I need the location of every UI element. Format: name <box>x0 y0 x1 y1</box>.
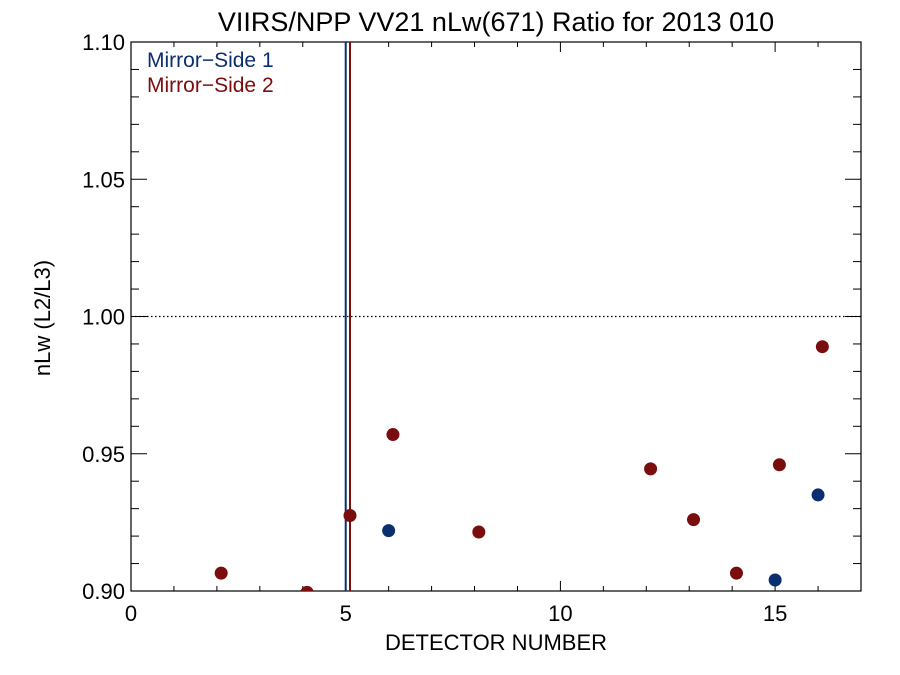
series-2-point <box>386 428 400 442</box>
x-tick-label: 10 <box>548 601 572 626</box>
y-axis-label: nLw (L2/L3) <box>30 260 55 376</box>
x-axis-label: DETECTOR NUMBER <box>385 630 607 655</box>
series-1-point <box>382 524 396 538</box>
legend-entry-2: Mirror−Side 2 <box>147 74 274 97</box>
series-1-point <box>811 488 825 502</box>
series-1-point <box>768 573 782 587</box>
x-tick-label: 5 <box>340 601 352 626</box>
y-tick-label: 1.00 <box>82 305 125 330</box>
x-tick-label: 0 <box>125 601 137 626</box>
y-tick-label: 0.90 <box>82 579 125 604</box>
y-tick-label: 1.10 <box>82 30 125 55</box>
series-2-point <box>687 513 701 527</box>
series-2-point <box>729 566 743 580</box>
chart-title: VIIRS/NPP VV21 nLw(671) Ratio for 2013 0… <box>218 7 774 37</box>
x-tick-label: 15 <box>763 601 787 626</box>
series-2-point <box>815 340 829 354</box>
series-2-point <box>300 585 314 591</box>
series-2-point <box>644 462 658 476</box>
series-2-point <box>772 458 786 472</box>
y-tick-label: 1.05 <box>82 167 125 192</box>
plot-area: 0 5 10 15 0.90 0.95 1.00 1.05 1.10 Mirror−Side 1M… <box>82 30 862 626</box>
series-2-point <box>214 566 228 580</box>
series-2-point <box>343 509 357 523</box>
legend-entry-1: Mirror−Side 1 <box>147 49 274 72</box>
series-2-point <box>472 525 486 539</box>
y-tick-label: 0.95 <box>82 442 125 467</box>
